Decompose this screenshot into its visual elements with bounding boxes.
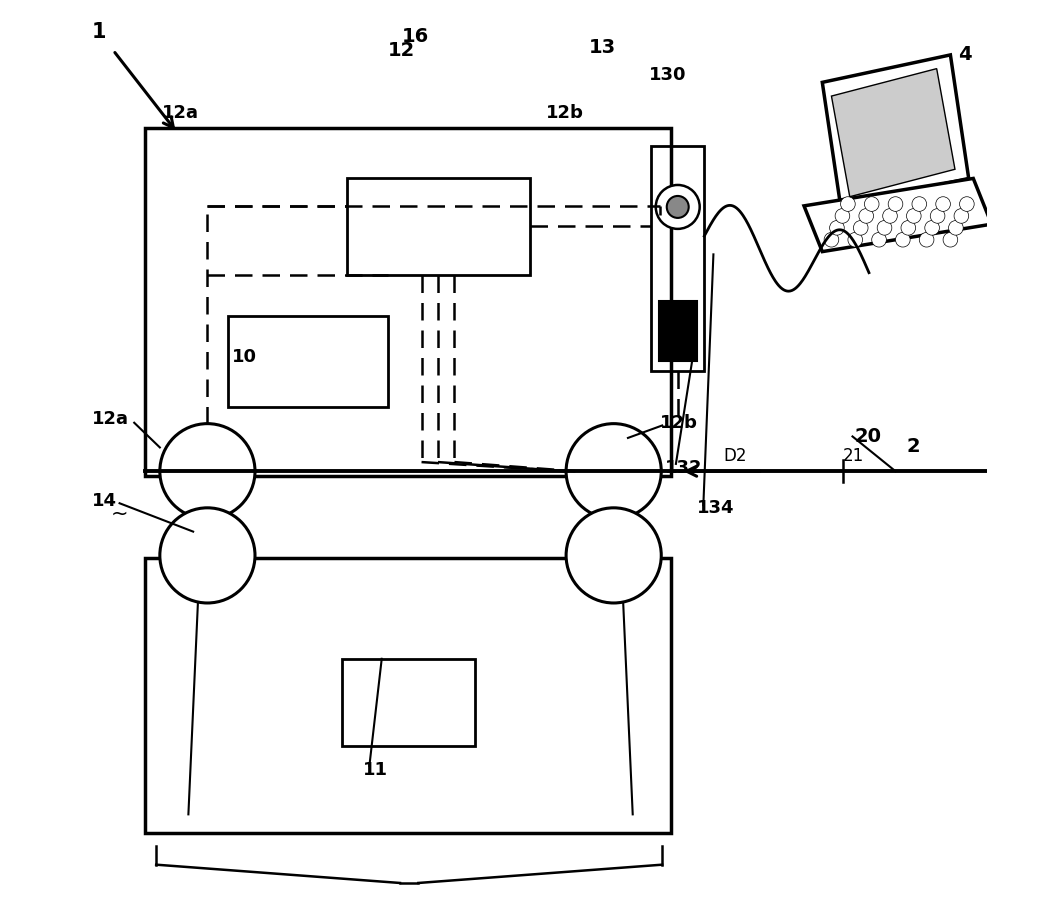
Bar [346, 178, 530, 274]
Text: 12a: 12a [92, 410, 129, 428]
Text: 13: 13 [589, 38, 616, 57]
Text: 1: 1 [92, 22, 107, 42]
Text: 12b: 12b [661, 414, 698, 432]
Circle shape [959, 197, 974, 211]
Bar [145, 128, 671, 476]
Text: 12b: 12b [546, 104, 584, 123]
Circle shape [656, 185, 700, 229]
Text: 134: 134 [697, 499, 735, 517]
Circle shape [824, 232, 839, 247]
Text: 16: 16 [401, 27, 429, 46]
Text: 4: 4 [957, 46, 971, 64]
Circle shape [889, 197, 903, 211]
Circle shape [907, 209, 921, 223]
Circle shape [877, 221, 892, 235]
Text: 2: 2 [907, 437, 920, 456]
Circle shape [567, 508, 661, 603]
Text: ~: ~ [110, 504, 128, 524]
Circle shape [930, 209, 945, 223]
Circle shape [925, 221, 939, 235]
Circle shape [160, 508, 255, 603]
Text: D2: D2 [723, 447, 747, 465]
Circle shape [896, 232, 910, 247]
Circle shape [864, 197, 879, 211]
Text: 14: 14 [92, 492, 118, 511]
Polygon shape [822, 55, 969, 206]
Polygon shape [831, 69, 955, 197]
Circle shape [912, 197, 927, 211]
Circle shape [949, 221, 964, 235]
Circle shape [919, 232, 934, 247]
Circle shape [901, 221, 916, 235]
Circle shape [567, 424, 661, 519]
Circle shape [829, 221, 844, 235]
Bar [659, 301, 697, 361]
Text: 130: 130 [648, 66, 686, 84]
Text: 11: 11 [363, 761, 388, 780]
Circle shape [944, 232, 957, 247]
Bar [651, 146, 704, 371]
Text: 21: 21 [842, 447, 864, 465]
Circle shape [848, 232, 863, 247]
Circle shape [859, 209, 874, 223]
Bar [145, 558, 671, 833]
Circle shape [872, 232, 886, 247]
Circle shape [954, 209, 969, 223]
Text: 10: 10 [232, 348, 257, 366]
Circle shape [841, 197, 856, 211]
Text: 12: 12 [388, 41, 415, 59]
Polygon shape [804, 178, 991, 252]
Text: 20: 20 [855, 427, 881, 446]
Circle shape [160, 424, 255, 519]
Text: 12a: 12a [162, 104, 199, 123]
Circle shape [667, 196, 688, 218]
Bar [342, 659, 474, 746]
Circle shape [936, 197, 950, 211]
Circle shape [883, 209, 897, 223]
Circle shape [836, 209, 849, 223]
Circle shape [854, 221, 868, 235]
Bar [228, 316, 388, 407]
Text: 132: 132 [665, 459, 702, 478]
